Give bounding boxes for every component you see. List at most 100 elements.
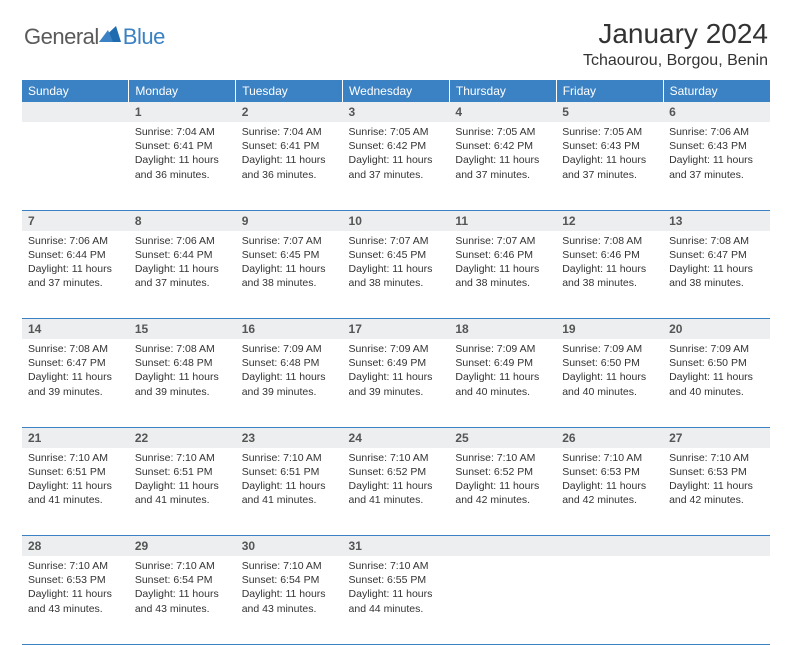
day-number-cell: 12 (556, 210, 663, 231)
daylight-text: Daylight: 11 hours and 44 minutes. (349, 587, 444, 615)
calendar-body: 123456Sunrise: 7:04 AMSunset: 6:41 PMDay… (22, 102, 770, 644)
day-cell: Sunrise: 7:10 AMSunset: 6:53 PMDaylight:… (22, 556, 129, 644)
daylight-text: Daylight: 11 hours and 39 minutes. (349, 370, 444, 398)
day-details: Sunrise: 7:06 AMSunset: 6:44 PMDaylight:… (22, 231, 129, 297)
day-number-cell: 28 (22, 536, 129, 557)
daylight-text: Daylight: 11 hours and 40 minutes. (455, 370, 550, 398)
sunrise-text: Sunrise: 7:10 AM (455, 451, 550, 465)
sunrise-text: Sunrise: 7:09 AM (242, 342, 337, 356)
week-row: Sunrise: 7:06 AMSunset: 6:44 PM Daylight:… (22, 231, 770, 319)
day-cell: Sunrise: 7:09 AMSunset: 6:48 PMDaylight:… (236, 339, 343, 427)
day-cell: Sunrise: 7:05 AMSunset: 6:42 PMDaylight:… (449, 122, 556, 210)
day-cell: Sunrise: 7:10 AMSunset: 6:54 PMDaylight:… (129, 556, 236, 644)
sunrise-text: Sunrise: 7:09 AM (669, 342, 764, 356)
day-cell: Sunrise: 7:09 AMSunset: 6:49 PMDaylight:… (449, 339, 556, 427)
day-cell (22, 122, 129, 210)
daynum-row: 28293031 (22, 536, 770, 557)
daylight-text: Daylight: 11 hours and 41 minutes. (349, 479, 444, 507)
week-row: Sunrise: 7:10 AMSunset: 6:53 PMDaylight:… (22, 556, 770, 644)
brand-text-1: General (24, 24, 99, 50)
day-details: Sunrise: 7:09 AMSunset: 6:49 PMDaylight:… (343, 339, 450, 405)
daylight-text: Daylight: 11 hours and 37 minutes. (562, 153, 657, 181)
weekday-header: Saturday (663, 80, 770, 102)
sunrise-text: Sunrise: 7:05 AM (455, 125, 550, 139)
sunset-text: Sunset: 6:47 PM (28, 356, 123, 370)
weekday-header: Tuesday (236, 80, 343, 102)
day-number-cell: 14 (22, 319, 129, 340)
day-number-cell (449, 536, 556, 557)
day-details: Sunrise: 7:09 AMSunset: 6:50 PMDaylight:… (663, 339, 770, 405)
sunrise-text: Sunrise: 7:07 AM (242, 234, 337, 248)
day-number-cell: 29 (129, 536, 236, 557)
week-row: Sunrise: 7:08 AMSunset: 6:47 PM Daylight:… (22, 339, 770, 427)
sunset-text: Sunset: 6:47 PM (669, 248, 764, 262)
sunrise-text: Sunrise: 7:06 AM (28, 234, 123, 248)
sunrise-text: Sunrise: 7:10 AM (135, 559, 230, 573)
day-cell: Sunrise: 7:08 AMSunset: 6:47 PMDaylight:… (22, 339, 129, 427)
day-number-cell: 3 (343, 102, 450, 122)
sunrise-text: Sunrise: 7:08 AM (562, 234, 657, 248)
sunrise-text: Sunrise: 7:08 AM (28, 342, 123, 356)
day-number-cell (663, 536, 770, 557)
sunset-text: Sunset: 6:48 PM (135, 356, 230, 370)
day-number-cell: 17 (343, 319, 450, 340)
sunrise-text: Sunrise: 7:09 AM (562, 342, 657, 356)
sunrise-text: Sunrise: 7:05 AM (562, 125, 657, 139)
day-cell: Sunrise: 7:09 AMSunset: 6:50 PMDaylight:… (556, 339, 663, 427)
sunrise-text: Sunrise: 7:09 AM (349, 342, 444, 356)
sunset-text: Sunset: 6:50 PM (669, 356, 764, 370)
week-row: Sunrise: 7:04 AMSunset: 6:41 PMDaylight:… (22, 122, 770, 210)
day-cell: Sunrise: 7:10 AMSunset: 6:53 PMDaylight:… (663, 448, 770, 536)
day-cell: Sunrise: 7:06 AMSunset: 6:44 PMDaylight:… (129, 231, 236, 319)
day-details: Sunrise: 7:07 AMSunset: 6:45 PMDaylight:… (343, 231, 450, 297)
day-cell: Sunrise: 7:06 AMSunset: 6:43 PMDaylight:… (663, 122, 770, 210)
sunrise-text: Sunrise: 7:07 AM (455, 234, 550, 248)
sunset-text: Sunset: 6:51 PM (28, 465, 123, 479)
sunrise-text: Sunrise: 7:10 AM (242, 559, 337, 573)
day-details: Sunrise: 7:05 AMSunset: 6:42 PMDaylight:… (449, 122, 556, 188)
sunset-text: Sunset: 6:45 PM (349, 248, 444, 262)
sunset-text: Sunset: 6:53 PM (562, 465, 657, 479)
sunset-text: Sunset: 6:42 PM (349, 139, 444, 153)
day-cell (556, 556, 663, 644)
daynum-row: 78910111213 (22, 210, 770, 231)
sunset-text: Sunset: 6:53 PM (28, 573, 123, 587)
day-cell: Sunrise: 7:08 AMSunset: 6:48 PMDaylight:… (129, 339, 236, 427)
weekday-header: Wednesday (343, 80, 450, 102)
daylight-text: Daylight: 11 hours and 40 minutes. (669, 370, 764, 398)
sunset-text: Sunset: 6:46 PM (562, 248, 657, 262)
brand-text-2: Blue (123, 24, 165, 50)
day-cell: Sunrise: 7:09 AMSunset: 6:49 PMDaylight:… (343, 339, 450, 427)
page-header: General Blue January 2024 Tchaourou, Bor… (22, 18, 770, 70)
daylight-text: Daylight: 11 hours and 39 minutes. (135, 370, 230, 398)
day-number-cell: 15 (129, 319, 236, 340)
weekday-header: Friday (556, 80, 663, 102)
day-details: Sunrise: 7:10 AMSunset: 6:53 PMDaylight:… (556, 448, 663, 514)
daylight-text: Daylight: 11 hours and 38 minutes. (562, 262, 657, 290)
sunset-text: Sunset: 6:44 PM (28, 248, 123, 262)
weekday-header: Sunday (22, 80, 129, 102)
day-details: Sunrise: 7:09 AMSunset: 6:49 PMDaylight:… (449, 339, 556, 405)
day-number-cell: 1 (129, 102, 236, 122)
daylight-text: Daylight: 11 hours and 43 minutes. (28, 587, 123, 615)
daylight-text: Daylight: 11 hours and 43 minutes. (242, 587, 337, 615)
week-row: Sunrise: 7:10 AM Sunset: 6:51 PM Daylight:… (22, 448, 770, 536)
daylight-text: Daylight: 11 hours and 42 minutes. (562, 479, 657, 507)
sunrise-text: Sunrise: 7:10 AM (562, 451, 657, 465)
sunrise-text: Sunrise: 7:07 AM (349, 234, 444, 248)
daylight-text: Daylight: 11 hours and 37 minutes. (349, 153, 444, 181)
day-number-cell: 18 (449, 319, 556, 340)
day-cell: Sunrise: 7:08 AMSunset: 6:47 PMDaylight:… (663, 231, 770, 319)
month-title: January 2024 (583, 18, 768, 50)
day-number-cell (22, 102, 129, 122)
sunset-text: Sunset: 6:52 PM (349, 465, 444, 479)
sunset-text: Sunset: 6:52 PM (455, 465, 550, 479)
sunrise-text: Sunrise: 7:10 AM (135, 451, 230, 465)
sunrise-text: Sunrise: 7:06 AM (669, 125, 764, 139)
day-details: Sunrise: 7:08 AMSunset: 6:47 PMDaylight:… (22, 339, 129, 405)
sunset-text: Sunset: 6:55 PM (349, 573, 444, 587)
sunset-text: Sunset: 6:43 PM (669, 139, 764, 153)
sunset-text: Sunset: 6:45 PM (242, 248, 337, 262)
day-cell: Sunrise: 7:10 AMSunset: 6:52 PMDaylight:… (449, 448, 556, 536)
sunset-text: Sunset: 6:54 PM (242, 573, 337, 587)
